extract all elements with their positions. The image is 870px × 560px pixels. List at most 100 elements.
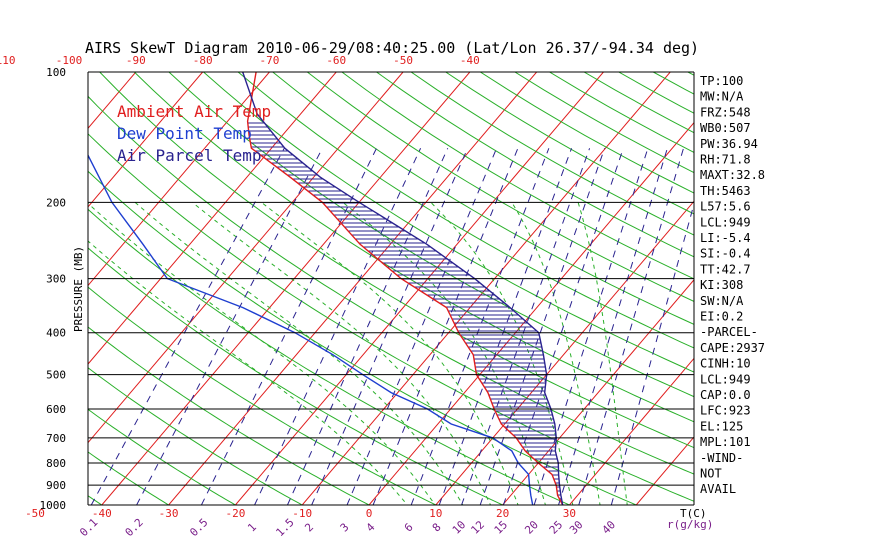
sounding-index: FRZ:548 <box>700 105 751 119</box>
legend-entry-air-parcel-temp: Air Parcel Temp <box>117 146 262 165</box>
sounding-index: TP:100 <box>700 74 743 88</box>
mixing-ratio-tick-label: 10 <box>450 518 469 537</box>
dry-adiabat-line <box>237 72 694 349</box>
legend-entry-dew-point-temp: Dew Point Temp <box>117 124 252 143</box>
y-axis-label: PRESSURE (MB) <box>72 246 85 332</box>
dry-adiabat-line <box>88 495 103 505</box>
dry-adiabat-line <box>306 72 694 302</box>
sounding-index: MW:N/A <box>700 90 744 104</box>
isotherm-line <box>88 72 137 130</box>
isotherm-line <box>368 121 694 505</box>
chart-title: AIRS SkewT Diagram 2010-06-29/08:40:25.0… <box>85 39 699 57</box>
sounding-index: CAPE:2937 <box>700 341 765 355</box>
sounding-index: L57:5.6 <box>700 200 751 214</box>
temp-top-tick-label: -80 <box>193 54 213 67</box>
sounding-index: WB0:507 <box>700 121 751 135</box>
dew-point-tempseries-line <box>88 153 534 505</box>
mixing-ratio-line <box>254 148 422 505</box>
temp-top-tick-label: -50 <box>393 54 413 67</box>
dry-adiabat-line <box>445 72 694 215</box>
dry-adiabat-line <box>514 72 694 174</box>
dry-adiabat-line <box>88 286 437 505</box>
sounding-index: KI:308 <box>700 278 743 292</box>
mixing-ratio-tick-label: 40 <box>600 518 619 537</box>
dry-adiabat-line <box>203 72 694 373</box>
isotherm-line <box>88 72 337 365</box>
sounding-index: CINH:10 <box>700 357 751 371</box>
sounding-index: RH:71.8 <box>700 153 751 167</box>
dry-adiabat-line <box>272 72 694 325</box>
mixing-ratio-tick-label: 30 <box>567 518 586 537</box>
mixing-ratio-line <box>410 148 550 505</box>
temp-bottom-tick-label: 30 <box>563 507 576 520</box>
sounding-index: TH:5463 <box>700 184 751 198</box>
temp-top-tick-label: -70 <box>260 54 280 67</box>
temp-top-tick-label: -110 <box>0 54 16 67</box>
sounding-index: MPL:101 <box>700 435 751 449</box>
moist-adiabat-line <box>88 202 436 505</box>
mixing-ratio-tick-label: 15 <box>492 518 511 537</box>
mixing-ratio-tick-label: 2 <box>302 521 316 535</box>
mixing-ratio-line <box>533 148 649 505</box>
temp-bottom-tick-label: -20 <box>225 507 245 520</box>
pressure-tick-label: 300 <box>46 273 66 286</box>
moist-adiabat-line <box>261 201 519 505</box>
sounding-index: NOT <box>700 467 722 481</box>
sounding-index: LCL:949 <box>700 372 751 386</box>
temp-bottom-tick-label: -40 <box>92 507 112 520</box>
temp-bottom-tick-label: 0 <box>366 507 373 520</box>
isotherm-line <box>569 357 694 505</box>
sounding-index: -WIND- <box>700 451 743 465</box>
legend-entry-ambient-air-temp: Ambient Air Temp <box>117 102 271 121</box>
sounding-index: EI:0.2 <box>700 310 743 324</box>
temp-bottom-tick-label: 20 <box>496 507 509 520</box>
pressure-tick-label: 200 <box>46 196 66 209</box>
temp-bottom-tick-label: -50 <box>25 507 45 520</box>
temp-bottom-tick-label: -10 <box>292 507 312 520</box>
sounding-index: MAXT:32.8 <box>700 168 765 182</box>
mixing-ratio-line <box>136 148 323 505</box>
mixing-ratio-line <box>90 148 285 505</box>
pressure-tick-label: 600 <box>46 403 66 416</box>
isotherm-line <box>502 279 694 505</box>
dry-adiabat-line <box>168 72 694 398</box>
moist-adiabat-line <box>511 202 601 505</box>
pressure-tick-label: 800 <box>46 457 66 470</box>
moist-adiabat-line <box>577 202 628 505</box>
dry-adiabat-line <box>653 72 694 95</box>
mixing-ratio-tick-label: 12 <box>468 518 487 537</box>
dry-adiabat-line <box>88 247 504 505</box>
moist-adiabat-line <box>88 240 408 505</box>
temp-top-tick-label: -40 <box>460 54 480 67</box>
isotherm-line <box>235 72 604 505</box>
temp-bottom-tick-label: 10 <box>429 507 442 520</box>
isotherm-line <box>88 72 404 444</box>
mixing-ratio-tick-label: 0.5 <box>187 516 210 539</box>
mixing-ratio-axis-label: r(g/kg) <box>667 518 713 531</box>
mixing-ratio-line <box>461 148 591 505</box>
dry-adiabat-line <box>133 72 694 423</box>
sounding-index: AVAIL <box>700 482 736 496</box>
isotherm-line <box>88 72 270 287</box>
cape-hatching <box>247 122 563 504</box>
mixing-ratio-line <box>578 148 684 505</box>
mixing-ratio-line <box>610 202 694 505</box>
mixing-ratio-line <box>479 148 606 505</box>
sounding-index: CAP:0.0 <box>700 388 751 402</box>
sounding-index: PW:36.94 <box>700 137 758 151</box>
temp-top-tick-label: -60 <box>326 54 346 67</box>
ambient-air-tempseries-line <box>246 72 564 505</box>
isotherm-line <box>168 72 538 505</box>
dry-adiabat-line <box>88 408 237 505</box>
mixing-ratio-line <box>200 148 377 505</box>
temp-top-tick-label: -90 <box>126 54 146 67</box>
dry-adiabat-line <box>0 72 48 514</box>
pressure-tick-label: 1000 <box>40 499 67 512</box>
mixing-ratio-tick-label: 3 <box>338 521 352 535</box>
mixing-ratio-tick-label: 6 <box>402 521 416 535</box>
sounding-index: LI:-5.4 <box>700 231 751 245</box>
dry-adiabat-line <box>88 170 638 505</box>
mixing-ratio-tick-label: 25 <box>547 518 566 537</box>
sounding-index: EL:125 <box>700 419 743 433</box>
